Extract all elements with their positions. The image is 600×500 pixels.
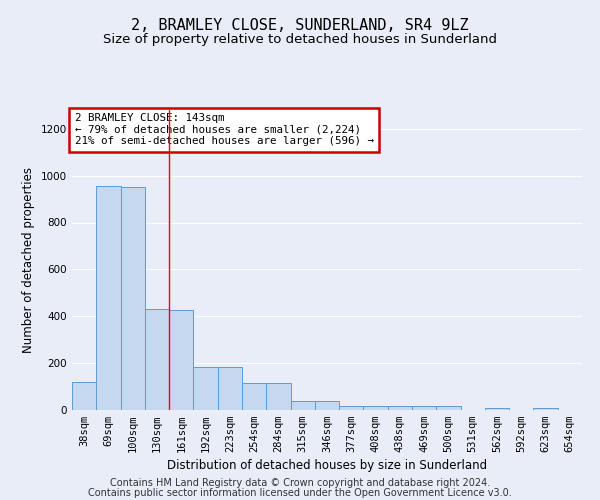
Bar xyxy=(315,400,339,410)
Text: 2, BRAMLEY CLOSE, SUNDERLAND, SR4 9LZ: 2, BRAMLEY CLOSE, SUNDERLAND, SR4 9LZ xyxy=(131,18,469,32)
Bar xyxy=(72,382,96,410)
Bar xyxy=(218,366,242,410)
Text: Size of property relative to detached houses in Sunderland: Size of property relative to detached ho… xyxy=(103,32,497,46)
Bar xyxy=(290,400,315,410)
Text: Contains public sector information licensed under the Open Government Licence v3: Contains public sector information licen… xyxy=(88,488,512,498)
Bar xyxy=(412,406,436,410)
Bar xyxy=(121,188,145,410)
Bar xyxy=(242,383,266,410)
Bar xyxy=(145,309,169,410)
Bar xyxy=(436,406,461,410)
Bar xyxy=(388,406,412,410)
Bar xyxy=(485,408,509,410)
Bar xyxy=(364,406,388,410)
Bar xyxy=(533,408,558,410)
Bar xyxy=(266,383,290,410)
Bar xyxy=(169,310,193,410)
Text: 2 BRAMLEY CLOSE: 143sqm
← 79% of detached houses are smaller (2,224)
21% of semi: 2 BRAMLEY CLOSE: 143sqm ← 79% of detache… xyxy=(74,113,374,146)
X-axis label: Distribution of detached houses by size in Sunderland: Distribution of detached houses by size … xyxy=(167,460,487,472)
Bar xyxy=(193,366,218,410)
Text: Contains HM Land Registry data © Crown copyright and database right 2024.: Contains HM Land Registry data © Crown c… xyxy=(110,478,490,488)
Bar xyxy=(339,406,364,410)
Bar xyxy=(96,186,121,410)
Y-axis label: Number of detached properties: Number of detached properties xyxy=(22,167,35,353)
